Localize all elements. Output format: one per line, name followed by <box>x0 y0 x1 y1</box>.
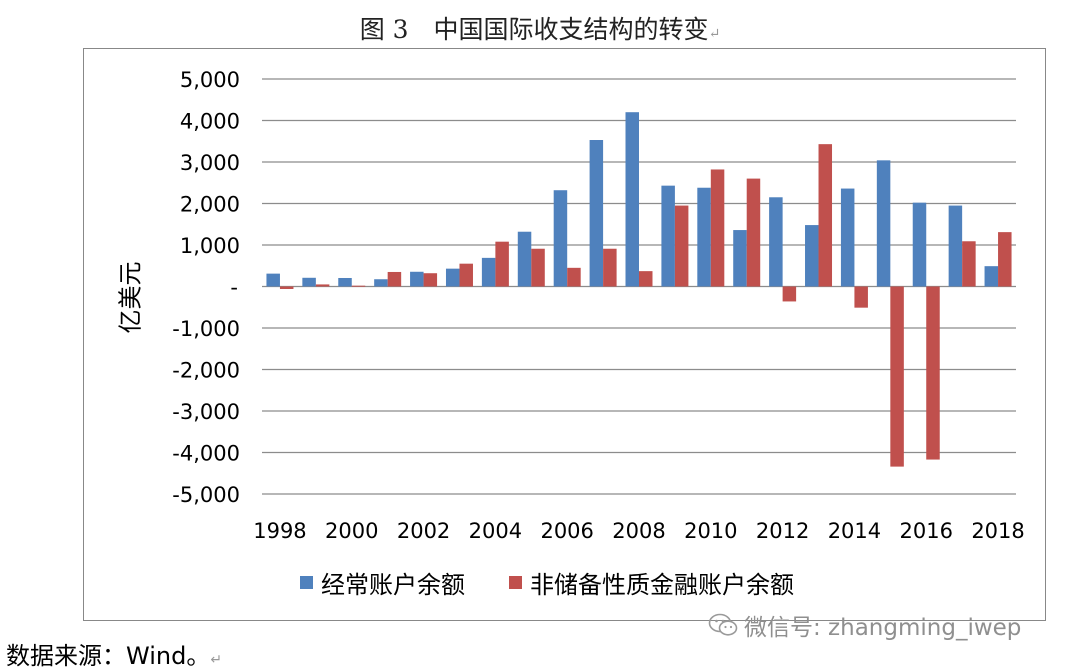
y-tick-label: - <box>230 276 238 300</box>
x-tick-label: 2004 <box>469 519 522 543</box>
legend-label-current-account: 经常账户余额 <box>321 571 465 599</box>
y-tick-label: 5,000 <box>180 68 240 92</box>
data-source-text: 数据来源：Wind。 <box>6 642 211 670</box>
bar-financial-account-2013 <box>818 144 833 287</box>
bar-current-account-1999 <box>302 277 316 287</box>
wechat-icon <box>708 613 738 636</box>
y-axis-label: 亿美元 <box>108 240 148 350</box>
x-axis-tick-labels: 1998 2000 2002 2004 2006 2008 2010 2012 2014 2016… <box>253 519 1025 543</box>
bar-financial-account-2004 <box>495 241 509 287</box>
x-tick-label: 2008 <box>612 519 665 543</box>
x-tick-label: 2006 <box>540 519 593 543</box>
bar-financial-account-1998 <box>279 286 294 289</box>
bar-current-account-2005 <box>517 231 532 287</box>
figure-title: 图 3 中国国际收支结构的转变↵ <box>0 10 1080 46</box>
bar-financial-account-2002 <box>423 273 438 287</box>
legend-swatch-financial-account <box>509 576 522 589</box>
bar-financial-account-2018 <box>998 232 1012 287</box>
bar-current-account-2000 <box>338 277 352 287</box>
bar-current-account-2009 <box>661 185 675 287</box>
bar-financial-account-2017 <box>962 241 976 287</box>
y-tick-label: -2,000 <box>172 359 240 383</box>
x-tick-label: 2012 <box>756 519 809 543</box>
bar-financial-account-1999 <box>315 284 330 287</box>
bar-financial-account-2000 <box>351 285 366 287</box>
bar-current-account-2014 <box>840 188 855 287</box>
bar-financial-account-2007 <box>603 248 617 287</box>
bar-current-account-2012 <box>769 197 783 287</box>
source-return-mark: ↵ <box>210 652 223 668</box>
watermark-text: 微信号: zhangming_iwep <box>744 615 1022 641</box>
bar-financial-account-2009 <box>674 205 689 287</box>
y-tick-label: -1,000 <box>172 317 240 341</box>
x-tick-label: 1998 <box>253 519 306 543</box>
legend-label-financial-account: 非储备性质金融账户余额 <box>530 571 794 599</box>
legend: 经常账户余额 非储备性质金融账户余额 <box>300 565 838 600</box>
bar-current-account-2002 <box>410 271 424 287</box>
data-source-note: 数据来源：Wind。↵ <box>6 636 222 671</box>
bar-current-account-2016 <box>912 202 927 287</box>
legend-item-financial-account: 非储备性质金融账户余额 <box>509 565 794 600</box>
y-tick-label: -5,000 <box>172 483 240 507</box>
x-tick-label: 2014 <box>828 519 881 543</box>
bar-financial-account-2016 <box>926 286 940 460</box>
x-tick-label: 2018 <box>971 519 1024 543</box>
x-tick-label: 2000 <box>325 519 378 543</box>
bar-current-account-2007 <box>589 140 604 287</box>
legend-swatch-current-account <box>300 576 313 589</box>
bar-current-account-2008 <box>625 112 639 287</box>
bar-financial-account-2003 <box>459 263 473 287</box>
chart-frame <box>83 48 1046 621</box>
bar-current-account-2017 <box>948 205 963 287</box>
legend-item-current-account: 经常账户余额 <box>300 565 465 600</box>
bar-current-account-2015 <box>876 160 891 287</box>
bar-current-account-2013 <box>805 225 819 287</box>
bar-financial-account-2015 <box>890 286 904 467</box>
y-tick-label: 3,000 <box>180 151 240 175</box>
title-return-mark: ↵ <box>708 26 721 42</box>
bar-financial-account-2012 <box>782 286 797 302</box>
y-tick-label: 2,000 <box>180 193 240 217</box>
bar-financial-account-2011 <box>746 178 761 287</box>
bar-financial-account-2014 <box>854 286 868 308</box>
bar-current-account-2018 <box>984 266 999 287</box>
y-tick-label: -3,000 <box>172 400 240 424</box>
y-tick-label: 4,000 <box>180 110 240 134</box>
bar-current-account-2011 <box>733 230 747 287</box>
bar-financial-account-2008 <box>639 271 653 287</box>
bars <box>266 112 1012 467</box>
bar-current-account-2004 <box>481 257 496 287</box>
wechat-watermark: 微信号: zhangming_iwep <box>708 608 1021 642</box>
bar-current-account-2006 <box>553 190 568 287</box>
bar-financial-account-2001 <box>387 271 402 287</box>
bar-financial-account-2005 <box>531 248 545 287</box>
bar-current-account-2003 <box>445 268 460 287</box>
figure-title-text: 图 3 中国国际收支结构的转变 <box>359 15 709 44</box>
bar-current-account-1998 <box>266 273 280 287</box>
y-axis-label-text: 亿美元 <box>116 261 145 334</box>
bar-financial-account-2010 <box>710 169 725 287</box>
y-tick-label: 1,000 <box>180 234 240 258</box>
x-tick-label: 2010 <box>684 519 737 543</box>
x-tick-label: 2016 <box>900 519 953 543</box>
bar-current-account-2001 <box>374 279 388 287</box>
x-tick-label: 2002 <box>397 519 450 543</box>
y-axis-tick-labels: 5,000 4,000 3,000 2,000 1,000 - -1,000 -2,000 -3… <box>172 68 240 507</box>
y-tick-label: -4,000 <box>172 442 240 466</box>
bar-financial-account-2006 <box>567 267 581 287</box>
bar-current-account-2010 <box>697 187 711 287</box>
